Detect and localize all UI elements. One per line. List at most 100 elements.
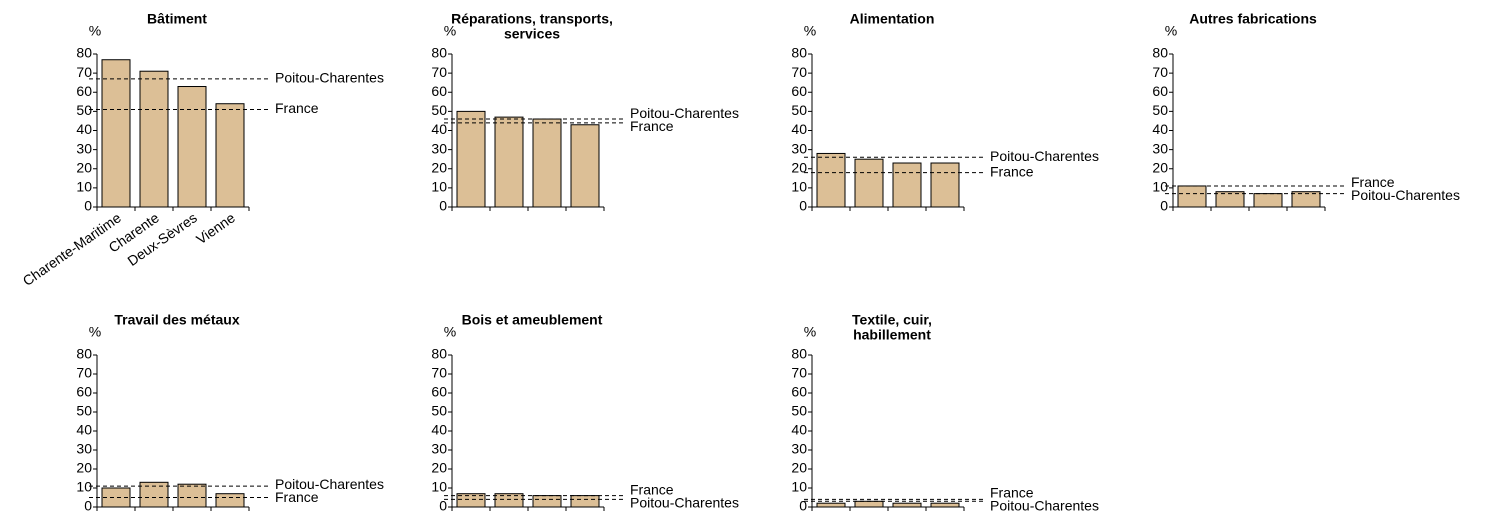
reference-label: Poitou-Charentes: [990, 148, 1099, 164]
reference-label: Poitou-Charentes: [275, 70, 384, 86]
y-tick-label: 70: [431, 64, 447, 80]
y-tick-label: 60: [76, 384, 92, 400]
y-tick-label: 60: [791, 83, 807, 99]
bar: [177, 86, 207, 208]
chart-title: Bois et ameublement: [462, 312, 603, 328]
y-tick-label: 10: [1152, 179, 1168, 195]
y-tick-label: 60: [431, 83, 447, 99]
bar: [570, 124, 600, 208]
y-tick-label: 50: [1152, 102, 1168, 118]
y-tick-label: 80: [76, 45, 92, 61]
bar: [816, 502, 846, 508]
bar: [892, 502, 922, 508]
y-tick-label: 40: [791, 121, 807, 137]
y-tick-label: 70: [1152, 64, 1168, 80]
y-tick-label: 70: [791, 365, 807, 381]
y-tick-label: 40: [1152, 121, 1168, 137]
reference-label: France: [1351, 174, 1395, 190]
chart-title: Réparations, transports,: [451, 11, 613, 27]
y-tick-label: 30: [431, 441, 447, 457]
bar: [1215, 191, 1245, 208]
reference-label: Poitou-Charentes: [990, 498, 1099, 511]
bar: [1177, 185, 1207, 208]
bar: [456, 110, 486, 208]
y-tick-label: 60: [791, 384, 807, 400]
reference-label: Poitou-Charentes: [1351, 187, 1460, 203]
y-tick-label: 0: [439, 498, 447, 511]
bar: [532, 495, 562, 508]
reference-label: France: [275, 489, 319, 505]
y-tick-label: 50: [431, 403, 447, 419]
y-tick-label: 20: [1152, 159, 1168, 175]
y-tick-label: 40: [76, 422, 92, 438]
y-tick-label: 40: [791, 422, 807, 438]
y-tick-label: 10: [431, 479, 447, 495]
reference-label: France: [990, 485, 1034, 501]
y-axis-label: %: [804, 23, 816, 39]
y-tick-label: 0: [84, 198, 92, 214]
bar: [570, 495, 600, 508]
y-tick-label: 70: [791, 64, 807, 80]
small-chart: Bois et ameublement% 0 10 20 30 40 50 60 70 80 Fra…: [431, 312, 739, 511]
y-tick-label: 20: [791, 159, 807, 175]
y-tick-label: 10: [76, 479, 92, 495]
y-tick-label: 50: [431, 102, 447, 118]
y-tick-label: 10: [76, 179, 92, 195]
y-tick-label: 70: [431, 365, 447, 381]
bar: [892, 162, 922, 208]
reference-label: Poitou-Charentes: [630, 495, 739, 511]
y-tick-label: 20: [431, 460, 447, 476]
y-tick-label: 0: [84, 498, 92, 511]
y-tick-label: 80: [791, 346, 807, 362]
y-tick-label: 10: [791, 179, 807, 195]
bar: [215, 103, 245, 208]
y-tick-label: 60: [431, 384, 447, 400]
x-tick-label: Vienne: [193, 209, 238, 247]
y-tick-label: 50: [791, 102, 807, 118]
chart-title: Bâtiment: [147, 11, 207, 27]
small-chart: Travail des métaux% 0 10 20 30 40 50 60 70 80 Poit…: [76, 312, 384, 511]
y-tick-label: 40: [76, 121, 92, 137]
bar: [215, 493, 245, 508]
y-tick-label: 30: [431, 140, 447, 156]
small-chart: Alimentation% 0 10 20 30 40 50 60 70 80 Poitou-Cha…: [791, 11, 1099, 214]
y-axis-label: %: [89, 324, 101, 340]
y-tick-label: 20: [791, 460, 807, 476]
chart-title: Autres fabrications: [1189, 11, 1317, 27]
y-tick-label: 80: [1152, 45, 1168, 61]
y-axis-label: %: [89, 23, 101, 39]
y-tick-label: 30: [791, 140, 807, 156]
bar: [494, 493, 524, 508]
y-tick-label: 80: [431, 45, 447, 61]
bar: [854, 500, 884, 508]
small-chart: Autres fabrications% 0 10 20 30 40 50 60 70 80 Fra…: [1152, 11, 1460, 214]
bar: [816, 152, 846, 208]
y-tick-label: 30: [76, 441, 92, 457]
reference-label: France: [630, 482, 674, 498]
y-tick-label: 0: [799, 498, 807, 511]
reference-label: France: [275, 100, 319, 116]
small-chart: Réparations, transports,services% 0 10 20 30…: [431, 11, 739, 214]
bar: [139, 70, 169, 208]
chart-title: Travail des métaux: [114, 312, 240, 328]
x-tick-label: Charente-Maritime: [20, 209, 124, 289]
y-tick-label: 30: [1152, 140, 1168, 156]
y-tick-label: 10: [791, 479, 807, 495]
bar: [177, 483, 207, 508]
y-tick-label: 20: [431, 159, 447, 175]
bar: [532, 118, 562, 208]
bar: [930, 162, 960, 208]
reference-label: France: [630, 118, 674, 134]
bar: [854, 158, 884, 208]
y-tick-label: 70: [76, 365, 92, 381]
y-tick-label: 60: [76, 83, 92, 99]
reference-label: Poitou-Charentes: [275, 476, 384, 492]
y-tick-label: 0: [439, 198, 447, 214]
y-tick-label: 50: [76, 403, 92, 419]
y-tick-label: 20: [76, 460, 92, 476]
y-tick-label: 10: [431, 179, 447, 195]
y-tick-label: 80: [76, 346, 92, 362]
chart-title: Textile, cuir,: [852, 312, 932, 328]
y-tick-label: 50: [791, 403, 807, 419]
reference-label: France: [990, 163, 1034, 179]
